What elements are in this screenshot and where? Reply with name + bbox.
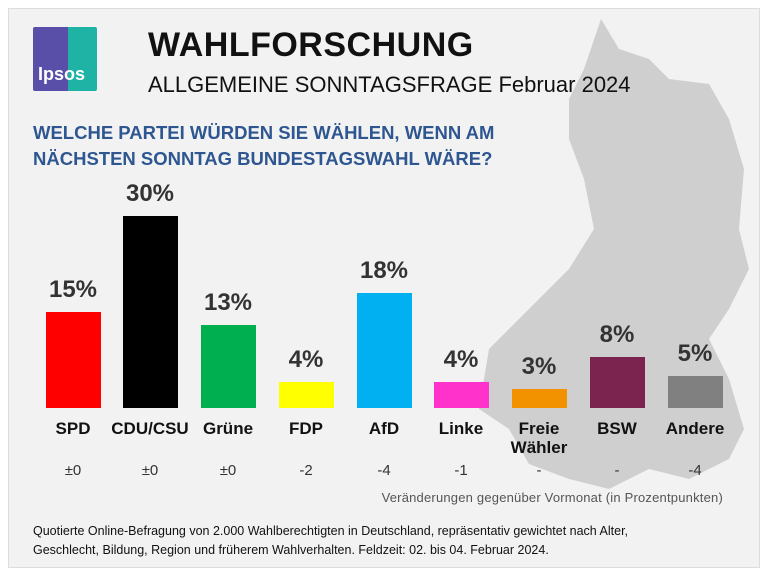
bar: [278, 382, 334, 408]
category-label: Andere: [665, 419, 725, 438]
category-label: Grüne: [202, 419, 254, 438]
category-label: BSW: [597, 419, 637, 438]
bar: [589, 356, 645, 408]
category-label: FDP: [289, 419, 323, 438]
change-label: ±0: [141, 462, 159, 479]
ipsos-logo: Ipsos: [33, 27, 97, 91]
category-label: SPD: [55, 419, 91, 438]
changes-note: Veränderungen gegenüber Vormonat (in Pro…: [381, 490, 723, 505]
change-label: ±0: [219, 462, 237, 479]
logo-text: Ipsos: [38, 64, 86, 84]
category-label: Linke: [438, 419, 484, 438]
bar: [433, 382, 489, 408]
change-label: ±0: [64, 462, 82, 479]
survey-question: WELCHE PARTEI WÜRDEN SIE WÄHLEN, WENN AM…: [33, 122, 495, 169]
value-label: 4%: [443, 346, 479, 374]
bar: [511, 388, 567, 408]
methodology-footnote: Quotierte Online-Befragung von 2.000 Wah…: [33, 524, 629, 557]
category-label: Freie Wähler: [510, 419, 568, 457]
change-label: -4: [377, 462, 391, 479]
page-title: WAHLFORSCHUNG: [148, 26, 474, 64]
value-label: 30%: [125, 180, 175, 207]
category-label: CDU/CSU: [111, 419, 189, 438]
page-subtitle: ALLGEMEINE SONNTAGSFRAGE Februar 2024: [148, 72, 631, 97]
bar: [667, 376, 723, 408]
bar: [122, 216, 178, 408]
value-label: 15%: [48, 276, 98, 303]
change-label: -4: [688, 462, 702, 479]
value-label: 5%: [677, 340, 713, 367]
category-label: AfD: [368, 419, 400, 438]
value-label: 18%: [359, 256, 409, 284]
change-label: -: [614, 462, 620, 479]
bar: [200, 324, 256, 408]
value-label: 13%: [203, 288, 253, 316]
bar: [356, 292, 412, 408]
value-label: 3%: [521, 352, 557, 380]
change-label: -2: [299, 462, 313, 479]
change-label: -: [536, 462, 542, 479]
value-label: 4%: [288, 346, 324, 374]
value-label: 8%: [599, 320, 635, 348]
germany-map-silhouette: [479, 19, 749, 489]
bar: [45, 312, 101, 408]
change-label: -1: [454, 462, 468, 479]
